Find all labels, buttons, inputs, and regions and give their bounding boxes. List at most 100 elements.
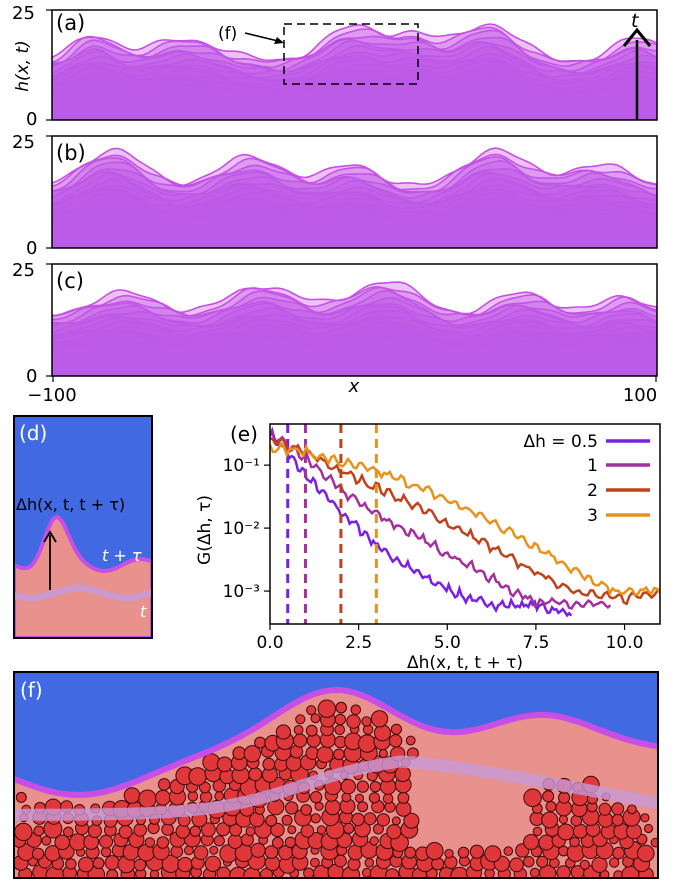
profile-12 xyxy=(52,310,657,376)
grain-405 xyxy=(370,710,389,728)
grain-16 xyxy=(243,867,261,878)
x-tick-label-0: 0.0 xyxy=(256,633,283,653)
panel-e-plot-area xyxy=(270,424,660,624)
panel-d-surface xyxy=(14,515,152,638)
grain-70 xyxy=(364,858,375,868)
grain-278 xyxy=(545,801,557,812)
profile-11 xyxy=(52,57,657,120)
profile-4 xyxy=(52,344,657,376)
panel-e-ticks: 0.0 2.5 5.0 7.5 10.0 10⁻¹ 10⁻² 10⁻³ xyxy=(223,456,644,653)
profile-0 xyxy=(52,104,657,120)
grain-176 xyxy=(33,825,45,837)
grain-366 xyxy=(243,745,262,763)
grain-49 xyxy=(65,858,77,870)
grain-175 xyxy=(14,822,33,842)
grain-390 xyxy=(275,724,291,740)
grain-286 xyxy=(123,787,141,804)
x-tick-minus100: −100 xyxy=(27,385,76,406)
f-pointer-label: (f) xyxy=(218,24,237,44)
grain-335 xyxy=(188,767,207,786)
x-tick-100: 100 xyxy=(623,385,657,406)
grain-239 xyxy=(403,812,420,829)
grain-115 xyxy=(347,844,364,861)
grain-155 xyxy=(271,836,284,849)
panel-f-old-surface xyxy=(14,755,658,821)
grain-83 xyxy=(536,855,549,868)
grain-51 xyxy=(92,857,105,870)
grain-404 xyxy=(361,716,372,727)
profile-7 xyxy=(52,332,657,376)
grain-402 xyxy=(334,713,346,726)
grain-143 xyxy=(99,834,114,849)
profile-3 xyxy=(52,91,657,120)
panel-b-frame xyxy=(51,135,658,249)
x-tick-label-3: 7.5 xyxy=(522,633,549,653)
panel-c-frame xyxy=(51,263,658,377)
grain-397 xyxy=(374,724,391,742)
grain-81 xyxy=(509,857,524,873)
y-tick-0-b: 0 xyxy=(26,238,37,259)
grain-54 xyxy=(133,858,147,872)
panel-d: (d) Δh(x, t, t + τ) t + τ t xyxy=(13,415,153,639)
grain-407 xyxy=(317,699,336,718)
grain-82 xyxy=(523,856,535,868)
x-tick-label-1: 2.5 xyxy=(345,633,372,653)
y-tick-25-a: 25 xyxy=(12,3,35,24)
time-arrow-label: t xyxy=(631,10,640,32)
y-tick-label-0: 10⁻¹ xyxy=(223,456,260,476)
grain-304 xyxy=(382,793,394,804)
panel-f-label: (f) xyxy=(20,678,43,702)
profile-4 xyxy=(52,214,657,248)
f-pointer-arrow xyxy=(244,32,279,42)
grain-186 xyxy=(175,824,191,839)
panel-d-frame xyxy=(13,415,153,639)
profile-10 xyxy=(52,60,657,120)
grain-194 xyxy=(287,825,297,835)
grain-268 xyxy=(284,801,299,815)
profile-4 xyxy=(52,87,657,120)
panel-a-label: (a) xyxy=(56,11,85,35)
panel-e-frame xyxy=(269,423,661,625)
profile-11 xyxy=(52,184,657,248)
grain-236 xyxy=(363,812,377,826)
profile-18 xyxy=(52,286,657,376)
grain-174 xyxy=(650,837,658,848)
grain-211 xyxy=(643,823,654,834)
grain-193 xyxy=(270,822,285,838)
grain-168 xyxy=(569,836,580,848)
grain-408 xyxy=(335,701,348,714)
profile-9 xyxy=(52,320,657,376)
x-tick-label-2: 5.0 xyxy=(434,633,461,653)
y-tick-25-c: 25 xyxy=(12,260,35,281)
grain-283 xyxy=(611,802,625,816)
f-pointer-arrowhead xyxy=(274,37,284,44)
grain-87 xyxy=(591,856,608,873)
profile-16 xyxy=(52,160,657,248)
height-profiles-a xyxy=(52,23,657,120)
grain-59 xyxy=(204,855,222,872)
grain-399 xyxy=(295,714,306,725)
grain-191 xyxy=(245,826,256,837)
grain-406 xyxy=(306,705,317,716)
profile-3 xyxy=(52,348,657,376)
profile-6 xyxy=(52,76,657,120)
y-tick-0-a: 0 xyxy=(26,109,37,130)
profile-3 xyxy=(52,219,657,248)
y-tick-label-2: 10⁻³ xyxy=(223,582,260,602)
panel-d-label: (d) xyxy=(19,421,47,445)
profile-10 xyxy=(52,188,657,248)
profile-1 xyxy=(52,356,657,376)
grain-389 xyxy=(405,735,416,746)
grain-26 xyxy=(385,868,400,878)
grain-327 xyxy=(369,781,382,793)
grain-182 xyxy=(118,824,133,839)
grain-381 xyxy=(293,733,308,748)
profile-8 xyxy=(52,70,657,120)
profile-5 xyxy=(52,82,657,120)
grain-241 xyxy=(541,811,559,829)
profile-8 xyxy=(52,197,657,248)
grain-246 xyxy=(611,813,624,827)
x-axis-label-x: x xyxy=(348,376,360,397)
grain-232 xyxy=(310,813,321,824)
